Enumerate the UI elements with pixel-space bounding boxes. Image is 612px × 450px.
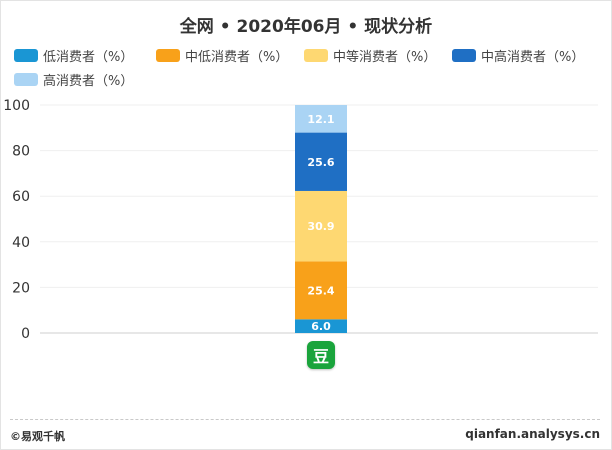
legend-label-lower-middle: 中低消费者（%） — [185, 50, 289, 65]
stacked-bar — [295, 105, 347, 333]
footer-divider — [10, 419, 600, 420]
legend-item-lower-middle[interactable]: 中低消费者（%） — [156, 46, 288, 65]
bar-labels: 6.0 25.4 30.9 25.6 12.1 — [307, 113, 334, 333]
bar-segment-0[interactable] — [295, 319, 347, 333]
legend-item-middle[interactable]: 中等消费者（%） — [304, 46, 436, 65]
legend-swatch-lower-middle — [156, 49, 180, 62]
chart-title: 全网 • 2020年06月 • 现状分析 — [179, 17, 433, 37]
legend-label-upper-middle: 中高消费者（%） — [481, 50, 585, 65]
douban-app-icon: 豆 — [307, 341, 335, 369]
bar-segment-4[interactable] — [295, 105, 347, 133]
y-tick-label: 40 — [12, 235, 30, 251]
bar-value-label: 30.9 — [307, 220, 334, 233]
legend-swatch-high — [14, 73, 38, 86]
legend-swatch-middle — [304, 49, 328, 62]
footer-copyright: ©易观千帆 — [10, 430, 65, 443]
bar-value-label: 6.0 — [311, 320, 331, 333]
footer-source-url[interactable]: qianfan.analysys.cn — [465, 427, 600, 441]
legend-item-low[interactable]: 低消费者（%） — [14, 46, 133, 65]
y-tick-label: 80 — [12, 144, 30, 160]
y-tick-label: 20 — [12, 280, 30, 296]
legend-swatch-upper-middle — [452, 49, 476, 62]
bar-segment-3[interactable] — [295, 132, 347, 191]
legend-label-low: 低消费者（%） — [43, 50, 134, 65]
bar-segment-1[interactable] — [295, 261, 347, 320]
legend-label-high: 高消费者（%） — [43, 74, 134, 89]
bar-value-label: 25.6 — [307, 156, 334, 169]
legend-label-middle: 中等消费者（%） — [333, 50, 437, 65]
bar-value-label: 12.1 — [307, 113, 334, 126]
y-axis-ticks: 0 20 40 60 80 100 — [3, 98, 30, 342]
legend-item-high[interactable]: 高消费者（%） — [14, 70, 133, 89]
y-tick-label: 0 — [21, 326, 30, 342]
bar-segment-2[interactable] — [295, 190, 347, 262]
bar-value-label: 25.4 — [307, 284, 334, 297]
legend-item-upper-middle[interactable]: 中高消费者（%） — [452, 46, 584, 65]
legend-swatch-low — [14, 49, 38, 62]
y-tick-label: 100 — [3, 98, 30, 114]
y-tick-label: 60 — [12, 189, 30, 205]
